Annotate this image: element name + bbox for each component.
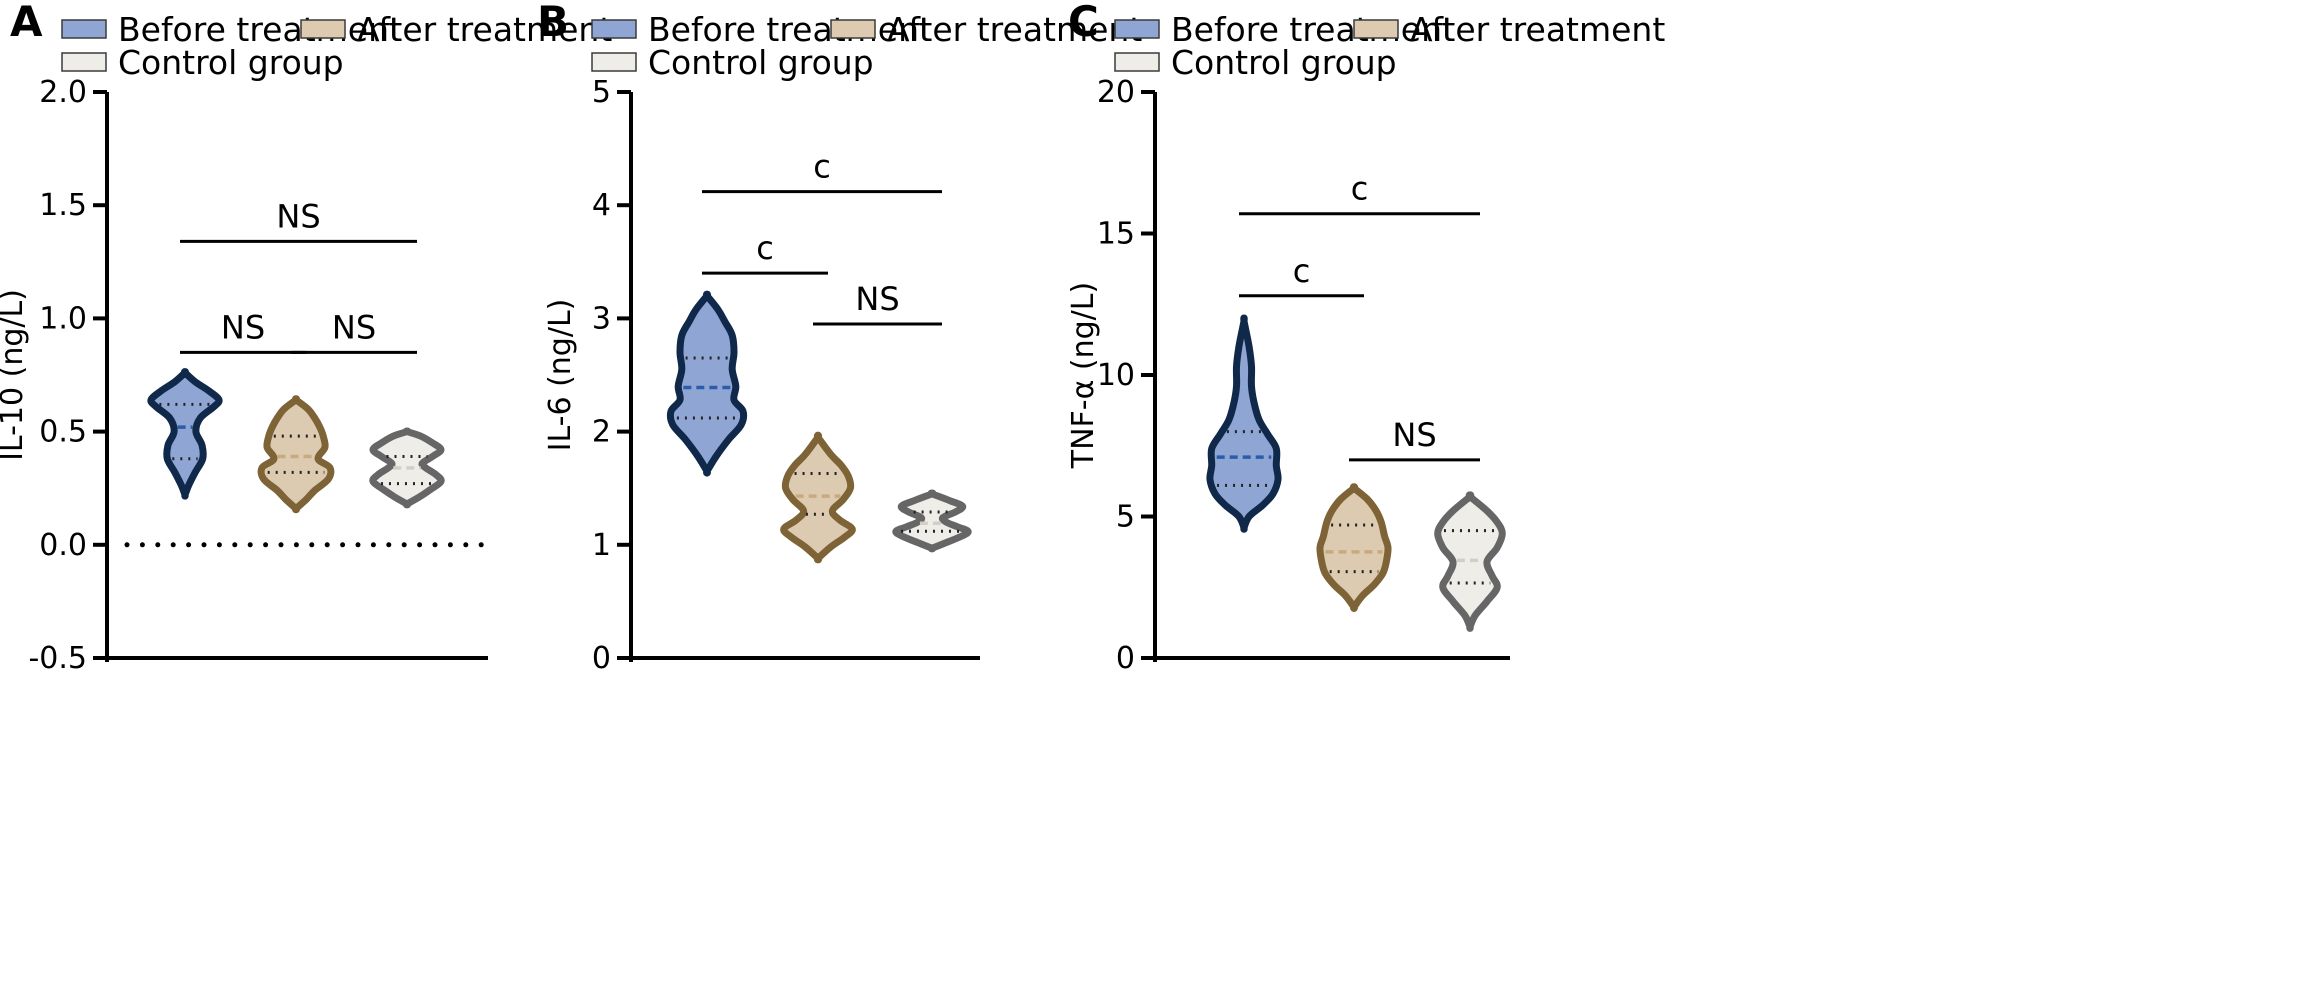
panel-letter: A — [10, 0, 43, 46]
significance-label: NS — [855, 280, 899, 318]
violin-control — [369, 427, 445, 509]
significance-bracket: c — [1239, 252, 1364, 298]
legend-label-control: Control group — [118, 43, 344, 82]
y-tick-label: 0 — [592, 641, 611, 676]
significance-label: c — [1351, 170, 1369, 208]
y-axis-title: IL-6 (ng/L) — [543, 299, 578, 452]
legend-label-after: After treatment — [887, 10, 1142, 49]
significance-bracket: NS — [180, 197, 417, 243]
legend-label-control: Control group — [1171, 43, 1397, 82]
significance-bracket: c — [702, 229, 828, 275]
significance-bracket: c — [1239, 170, 1480, 216]
legend-swatch-control — [1114, 52, 1160, 72]
violin-control — [1434, 491, 1506, 632]
legend-label-after: After treatment — [1410, 10, 1665, 49]
violin-after — [1316, 483, 1392, 612]
significance-label: NS — [276, 197, 320, 235]
significance-bracket: NS — [180, 308, 306, 354]
y-tick-label: 1 — [592, 528, 611, 563]
y-axis-title: IL-10 (ng/L) — [0, 289, 30, 461]
legend-swatch-before — [61, 19, 107, 39]
y-tick-label: 2.0 — [39, 75, 87, 110]
y-tick-label: 1.5 — [39, 188, 87, 223]
y-axis-title: TNF-α (ng/L) — [1066, 282, 1101, 469]
legend-swatch-control — [61, 52, 107, 72]
violin-after — [780, 431, 856, 564]
significance-label: c — [813, 148, 831, 186]
y-tick-label: 0.0 — [39, 528, 87, 563]
y-tick-label: 15 — [1097, 217, 1135, 252]
y-tick-label: 10 — [1097, 358, 1135, 393]
violin-body-before — [147, 368, 223, 500]
y-tick-label: 0 — [1116, 641, 1135, 676]
significance-label: NS — [1392, 416, 1436, 454]
legend-swatch-before — [591, 19, 637, 39]
legend-swatch-before — [1114, 19, 1160, 39]
legend-label-before: Before treatment — [1171, 10, 1455, 49]
violin-body-before — [666, 290, 748, 477]
violin-body-after — [780, 431, 856, 564]
significance-label: c — [756, 229, 774, 267]
legend-label-after: After treatment — [357, 10, 612, 49]
legend-swatch-after — [830, 19, 876, 39]
legend-swatch-control — [591, 52, 637, 72]
violin-control — [892, 489, 972, 553]
panel-letter: B — [537, 0, 569, 46]
legend-swatch-after — [300, 19, 346, 39]
violin-after — [257, 395, 335, 514]
significance-bracket: c — [702, 148, 942, 194]
legend-swatch-after — [1353, 19, 1399, 39]
significance-label: NS — [221, 308, 265, 346]
y-tick-label: 1.0 — [39, 301, 87, 336]
legend-label-before: Before treatment — [118, 10, 402, 49]
legend-label-control: Control group — [648, 43, 874, 82]
y-tick-label: 5 — [592, 75, 611, 110]
y-tick-label: 5 — [1116, 500, 1135, 535]
violin-body-before — [1206, 314, 1282, 533]
significance-bracket: NS — [1349, 416, 1480, 462]
y-tick-label: 20 — [1097, 75, 1135, 110]
y-tick-label: 3 — [592, 301, 611, 336]
violin-before — [666, 290, 748, 477]
y-tick-label: 4 — [592, 188, 611, 223]
y-tick-label: 0.5 — [39, 415, 87, 450]
violin-body-control — [892, 489, 972, 553]
y-tick-label: -0.5 — [28, 641, 87, 676]
y-tick-label: 2 — [592, 415, 611, 450]
panel-letter: C — [1068, 0, 1099, 46]
violin-body-after — [1316, 483, 1392, 612]
legend-label-before: Before treatment — [648, 10, 932, 49]
violin-body-after — [257, 395, 335, 514]
violin-before — [147, 368, 223, 500]
significance-label: c — [1293, 252, 1311, 290]
significance-bracket: NS — [813, 280, 942, 326]
violin-before — [1206, 314, 1282, 533]
significance-label: NS — [332, 308, 376, 346]
significance-bracket: NS — [291, 308, 417, 354]
